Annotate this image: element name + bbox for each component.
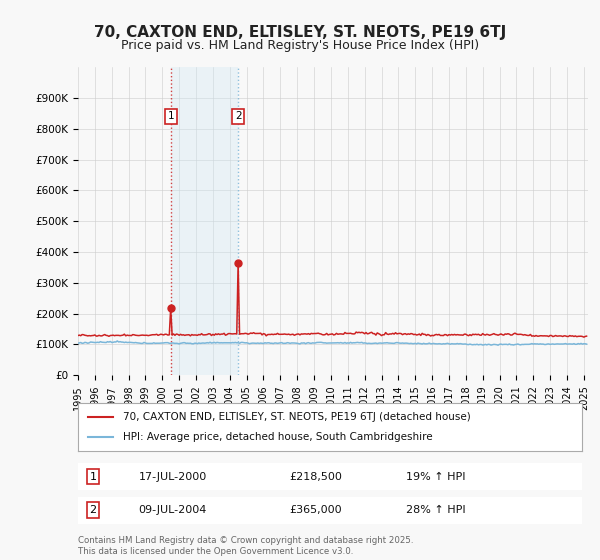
Text: 17-JUL-2000: 17-JUL-2000 — [139, 472, 207, 482]
Text: 2: 2 — [89, 505, 97, 515]
Text: 70, CAXTON END, ELTISLEY, ST. NEOTS, PE19 6TJ (detached house): 70, CAXTON END, ELTISLEY, ST. NEOTS, PE1… — [124, 412, 471, 422]
Text: 09-JUL-2004: 09-JUL-2004 — [139, 505, 207, 515]
Text: Contains HM Land Registry data © Crown copyright and database right 2025.
This d: Contains HM Land Registry data © Crown c… — [78, 536, 413, 556]
Text: 2: 2 — [235, 111, 241, 122]
Text: 1: 1 — [167, 111, 174, 122]
Bar — [170, 67, 238, 375]
Text: Price paid vs. HM Land Registry's House Price Index (HPI): Price paid vs. HM Land Registry's House … — [121, 39, 479, 52]
Text: 28% ↑ HPI: 28% ↑ HPI — [406, 505, 465, 515]
Text: 1: 1 — [89, 472, 97, 482]
Text: 19% ↑ HPI: 19% ↑ HPI — [406, 472, 465, 482]
Text: 70, CAXTON END, ELTISLEY, ST. NEOTS, PE19 6TJ: 70, CAXTON END, ELTISLEY, ST. NEOTS, PE1… — [94, 25, 506, 40]
Text: £365,000: £365,000 — [290, 505, 343, 515]
Text: £218,500: £218,500 — [290, 472, 343, 482]
Text: HPI: Average price, detached house, South Cambridgeshire: HPI: Average price, detached house, Sout… — [124, 432, 433, 442]
